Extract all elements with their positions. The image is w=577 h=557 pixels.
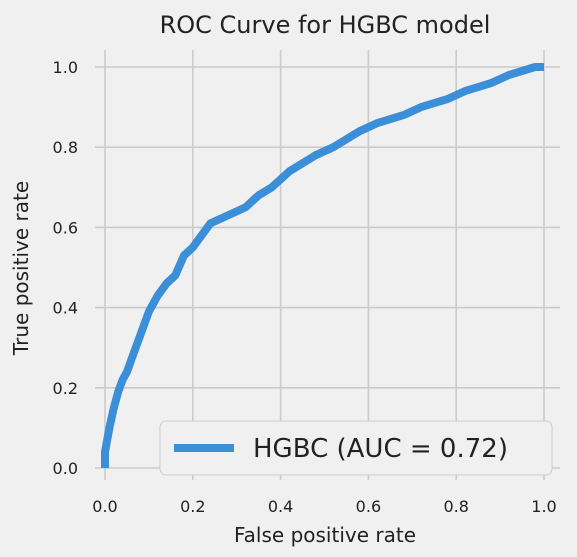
- x-tick-label: 0.2: [180, 497, 205, 516]
- y-tick-label: 1.0: [53, 58, 78, 77]
- series-layer: [101, 63, 544, 468]
- legend-box: [159, 420, 553, 476]
- y-tick-labels: 0.0 0.2 0.4 0.6 0.8 1.0: [53, 58, 78, 478]
- x-tick-label: 0.6: [356, 497, 381, 516]
- x-axis-label: False positive rate: [234, 523, 416, 547]
- legend-label-hgbc: HGBC (AUC = 0.72): [253, 434, 508, 464]
- y-tick-label: 0.4: [53, 299, 78, 318]
- y-tick-label: 0.6: [53, 218, 78, 237]
- x-tick-label: 0.8: [443, 497, 468, 516]
- y-axis-label: True positive rate: [9, 181, 33, 356]
- x-tick-label: 0.0: [92, 497, 117, 516]
- x-tick-label: 1.0: [531, 497, 556, 516]
- chart-title: ROC Curve for HGBC model: [160, 11, 491, 39]
- y-tick-label: 0.2: [53, 379, 78, 398]
- x-tick-label: 0.4: [268, 497, 293, 516]
- legend: HGBC (AUC = 0.72): [159, 420, 553, 476]
- y-tick-label: 0.0: [53, 459, 78, 478]
- x-tick-labels: 0.0 0.2 0.4 0.6 0.8 1.0: [92, 497, 556, 516]
- roc-curve-line: [101, 63, 544, 468]
- y-tick-label: 0.8: [53, 138, 78, 157]
